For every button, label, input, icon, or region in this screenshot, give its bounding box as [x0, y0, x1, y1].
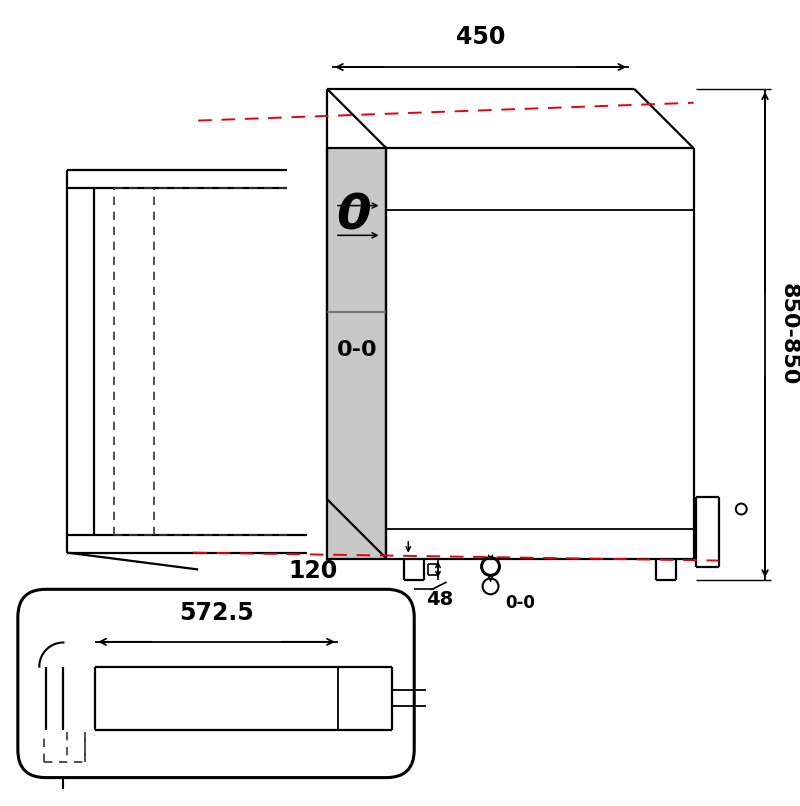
Text: 0-0: 0-0 — [506, 594, 535, 613]
Text: 0-0: 0-0 — [337, 340, 377, 360]
Polygon shape — [327, 148, 386, 559]
Text: 0: 0 — [337, 192, 371, 239]
Text: 450: 450 — [456, 25, 506, 49]
FancyBboxPatch shape — [18, 589, 414, 778]
Text: 850-850: 850-850 — [779, 284, 799, 386]
Text: 572.5: 572.5 — [179, 601, 254, 625]
Text: 120: 120 — [289, 559, 338, 584]
Text: 48: 48 — [426, 590, 454, 609]
